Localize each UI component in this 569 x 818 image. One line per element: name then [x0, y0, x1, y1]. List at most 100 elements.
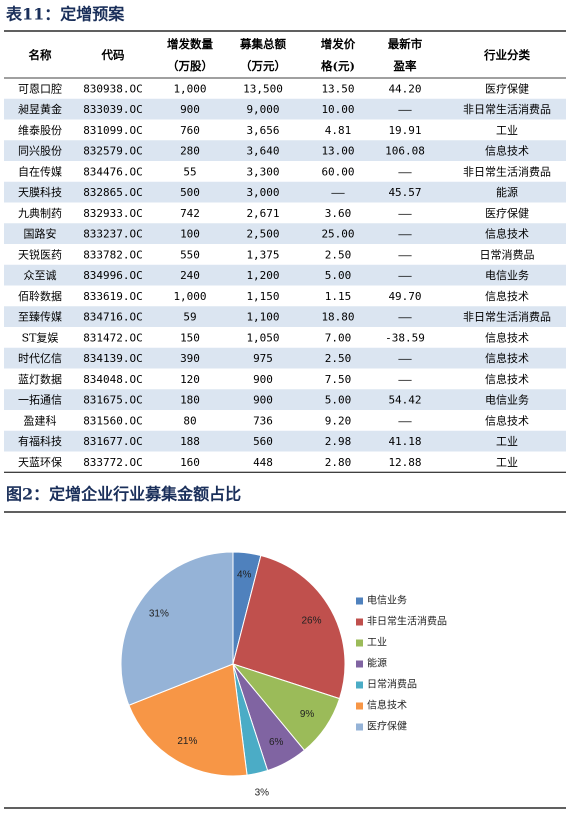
row-band	[4, 347, 566, 369]
table-cell: 4.81	[325, 124, 352, 137]
table-cell: 834048.OC	[83, 373, 143, 386]
row-band	[4, 223, 566, 244]
table-cell: 900	[253, 373, 273, 386]
table-cell: 448	[253, 456, 273, 469]
row-band	[4, 181, 566, 203]
table-cell: 国路安	[24, 227, 57, 241]
table-cell: 833772.OC	[83, 456, 143, 469]
table-cell: 有福科技	[18, 434, 62, 448]
legend-swatch	[356, 723, 363, 731]
table-cell: 55	[183, 165, 196, 178]
data-label: 9%	[300, 709, 315, 720]
table-cell: 维泰股份	[18, 123, 62, 137]
table-cell: 1,000	[173, 82, 206, 95]
table-cell: 天蓝环保	[18, 455, 62, 469]
table-cell: 736	[253, 414, 273, 427]
table-cell: 760	[180, 124, 200, 137]
table-cell: 3,300	[246, 165, 279, 178]
table-cell: 2.98	[325, 435, 352, 448]
table-cell: 832579.OC	[83, 145, 143, 158]
legend-label: 信息技术	[367, 699, 407, 712]
table-cell: 3,640	[246, 145, 279, 158]
table-cell: 7.50	[325, 373, 352, 386]
table-cell: 非日常生活消费品	[463, 310, 551, 324]
table-cell: 500	[180, 186, 200, 199]
table-cell: 975	[253, 352, 273, 365]
legend-label: 非日常生活消费品	[367, 615, 447, 628]
table-cell: 831675.OC	[83, 394, 143, 407]
table-cell: 可恩口腔	[18, 81, 62, 95]
row-band	[4, 389, 566, 410]
table-cell: ——	[398, 269, 412, 282]
table-cell: 信息技术	[485, 144, 529, 158]
table-cell: 医疗保健	[485, 206, 529, 220]
table-cell: 盈建科	[24, 413, 57, 427]
row-band	[4, 264, 566, 286]
table-cell: 3,000	[246, 186, 279, 199]
table-cell: ——	[398, 373, 412, 386]
table-cell: 831560.OC	[83, 414, 143, 427]
table-cell: 2.80	[325, 456, 352, 469]
data-label: 26%	[302, 615, 322, 626]
table-cell: 自在传媒	[18, 165, 62, 178]
table-cell: 560	[253, 435, 273, 448]
table-cell: 工业	[496, 435, 518, 448]
table-cell: 9.20	[325, 414, 352, 427]
table-cell: 非日常生活消费品	[463, 102, 551, 116]
table-cell: 天锐医药	[18, 247, 62, 261]
table-cell: 1.15	[325, 290, 352, 303]
table-cell: 834716.OC	[83, 311, 143, 324]
table-cell: 蓝灯数据	[18, 372, 62, 386]
table-cell: 信息技术	[485, 372, 529, 386]
table-cell: ——	[398, 103, 412, 116]
table-cell: 550	[180, 248, 200, 261]
legend-label: 能源	[367, 657, 387, 670]
table-cell: 833782.OC	[83, 248, 143, 261]
table-cell: 1,150	[246, 290, 279, 303]
table-cell: 54.42	[388, 394, 421, 407]
column-header: 行业分类	[483, 48, 530, 62]
table-cell: 240	[180, 269, 200, 282]
table-cell: ——	[398, 207, 412, 220]
data-label: 31%	[149, 608, 169, 619]
table-cell: 九典制药	[18, 206, 62, 220]
table-cell: 19.91	[388, 124, 421, 137]
table-cell: 3.60	[325, 207, 352, 220]
table-cell: 834139.OC	[83, 352, 143, 365]
table-cell: ——	[398, 228, 412, 241]
table-cell: 电信业务	[485, 269, 529, 282]
column-header: 增发价	[321, 37, 356, 51]
column-header: 格(元)	[321, 59, 355, 73]
pie-slice	[128, 663, 248, 777]
table-cell: 日常消费品	[480, 247, 535, 261]
table-cell: ——	[398, 414, 412, 427]
table-cell: 非日常生活消费品	[463, 164, 551, 178]
table-cell: 833039.OC	[83, 103, 143, 116]
table-cell: 13.50	[321, 82, 354, 95]
row-band	[4, 140, 566, 161]
legend-label: 日常消费品	[367, 678, 417, 691]
table-cell: ——	[398, 352, 412, 365]
table-cell: 工业	[496, 124, 518, 137]
table-cell: 众至诚	[24, 269, 57, 282]
table-cell: 工业	[496, 456, 518, 469]
table-cell: 天膜科技	[18, 185, 62, 199]
table-cell: 280	[180, 145, 200, 158]
table-cell: 832865.OC	[83, 186, 143, 199]
column-header: 募集总额	[239, 37, 286, 51]
table-cell: 832933.OC	[83, 207, 143, 220]
table-cell: 1,100	[246, 311, 279, 324]
table-cell: 3,656	[246, 124, 279, 137]
table-cell: 831677.OC	[83, 435, 143, 448]
legend-swatch	[356, 618, 363, 626]
table-cell: 信息技术	[485, 413, 529, 427]
table-cell: 831472.OC	[83, 331, 143, 344]
table-cell: 150	[180, 331, 200, 344]
table-cell: 1,050	[246, 331, 279, 344]
table-cell: 信息技术	[485, 289, 529, 303]
data-label: 4%	[237, 570, 252, 581]
table-cell: 49.70	[388, 290, 421, 303]
table-cell: 834476.OC	[83, 165, 143, 178]
column-header: 名称	[29, 48, 52, 62]
